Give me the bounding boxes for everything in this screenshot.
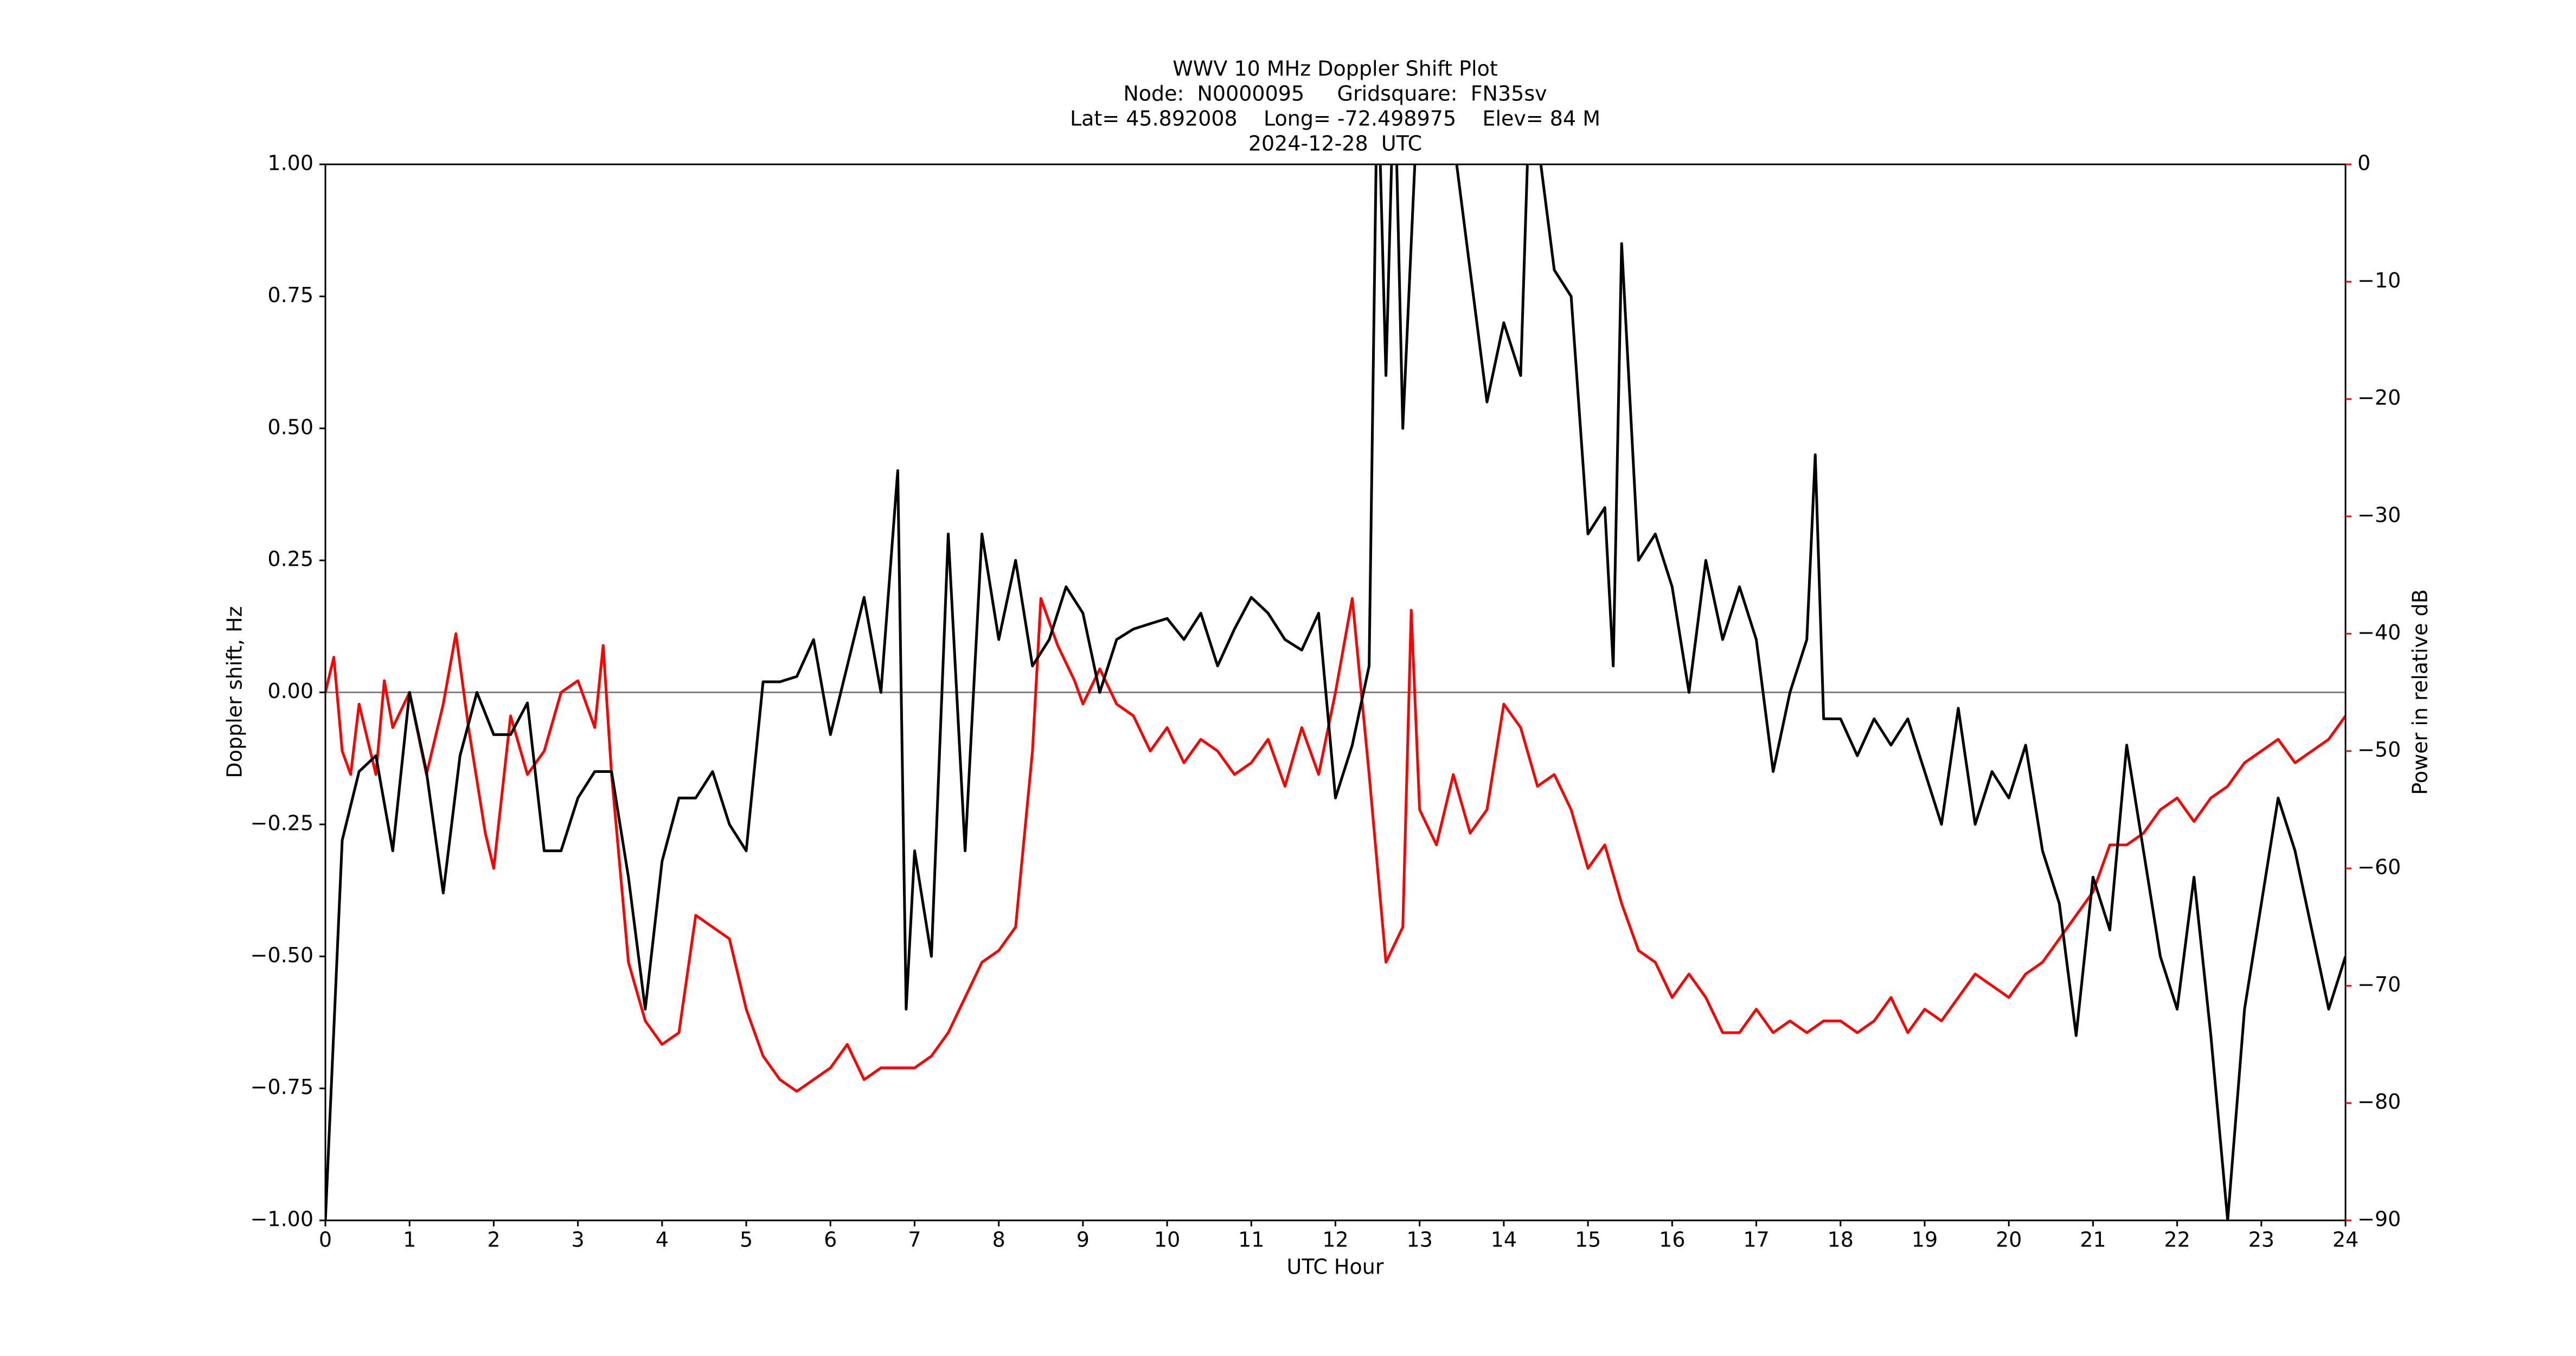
x-tick-label: 18 (1828, 1228, 1854, 1252)
x-tick-label: 9 (1076, 1228, 1090, 1252)
y-tick-label: 0.25 (267, 547, 313, 571)
data-line (325, 164, 2346, 1220)
x-tick-label: 13 (1407, 1228, 1433, 1252)
chart-subtitle: 2024-12-28 UTC (1248, 132, 1422, 156)
y2-tick-label: −70 (2357, 973, 2401, 996)
y2-tick-label: −60 (2357, 855, 2401, 879)
y-tick-label: 1.00 (267, 151, 313, 175)
x-tick-label: 8 (992, 1228, 1005, 1252)
x-tick-label: 5 (740, 1228, 753, 1252)
y-tick-label: −0.25 (251, 811, 313, 835)
x-tick-label: 14 (1491, 1228, 1517, 1252)
y2-tick-label: −40 (2357, 621, 2401, 644)
y2-tick-label: −30 (2357, 503, 2401, 527)
x-tick-label: 3 (572, 1228, 585, 1252)
y-tick-label: 0.50 (267, 415, 313, 439)
y2-tick-label: −80 (2357, 1090, 2401, 1114)
x-tick-label: 7 (908, 1228, 921, 1252)
data-line (325, 597, 2346, 1093)
x-tick-label: 0 (319, 1228, 332, 1252)
x-tick-label: 17 (1743, 1228, 1769, 1252)
x-tick-label: 11 (1238, 1228, 1264, 1252)
x-tick-label: 22 (2164, 1228, 2190, 1252)
x-tick-label: 20 (1996, 1228, 2022, 1252)
x-tick-label: 2 (487, 1228, 500, 1252)
y-tick-label: 0.00 (267, 679, 313, 703)
x-tick-label: 4 (656, 1228, 669, 1252)
x-tick-label: 23 (2248, 1228, 2274, 1252)
y2-tick-label: 0 (2357, 151, 2370, 175)
x-tick-label: 24 (2333, 1228, 2359, 1252)
plot-area (325, 164, 2346, 1220)
chart-subtitle: Lat= 45.892008 Long= -72.498975 Elev= 84… (1070, 107, 1600, 131)
x-tick-label: 21 (2080, 1228, 2106, 1252)
x-tick-label: 19 (1912, 1228, 1938, 1252)
y2-tick-label: −20 (2357, 386, 2401, 410)
y2-tick-label: −10 (2357, 268, 2401, 292)
y2-tick-label: −50 (2357, 738, 2401, 762)
y-tick-label: −0.75 (251, 1075, 313, 1099)
x-tick-label: 10 (1154, 1228, 1180, 1252)
x-tick-label: 16 (1659, 1228, 1685, 1252)
y2-axis-label: Power in relative dB (2408, 589, 2432, 795)
y-tick-label: −1.00 (251, 1207, 313, 1231)
x-tick-label: 6 (824, 1228, 837, 1252)
x-tick-label: 12 (1322, 1228, 1348, 1252)
y2-tick-label: −90 (2357, 1207, 2401, 1231)
y-axis-label: Doppler shift, Hz (223, 606, 247, 778)
chart-subtitle: Node: N0000095 Gridsquare: FN35sv (1123, 82, 1547, 106)
x-tick-label: 15 (1575, 1228, 1601, 1252)
chart-title: WWV 10 MHz Doppler Shift Plot (1172, 57, 1498, 81)
y-tick-label: −0.50 (251, 943, 313, 967)
x-axis-label: UTC Hour (1287, 1255, 1384, 1279)
x-tick-label: 1 (403, 1228, 416, 1252)
y-tick-label: 0.75 (267, 283, 313, 307)
